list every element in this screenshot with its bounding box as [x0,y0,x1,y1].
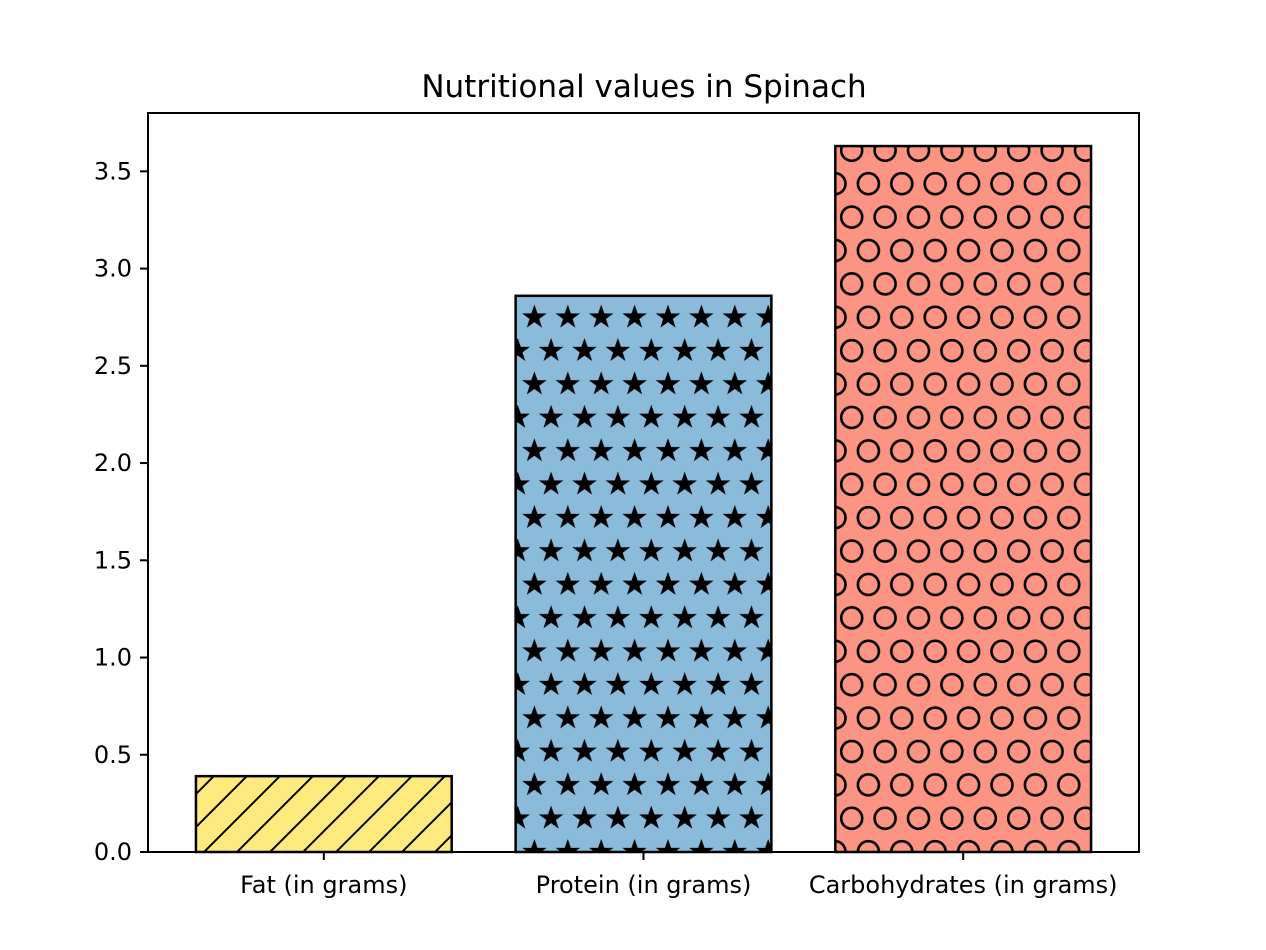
x-tick-label-2: Protein (in grams) [536,871,752,899]
y-tick-label-7: 3.0 [94,255,132,283]
y-tick-label-4: 1.5 [94,546,132,574]
y-tick-label-8: 3.5 [94,157,132,185]
y-tick-label-5: 2.0 [94,449,132,477]
x-tick-label-1: Fat (in grams) [240,871,407,899]
x-tick-label-3: Carbohydrates (in grams) [809,871,1118,899]
y-tick-label-1: 0.0 [94,838,132,866]
bar-hatch-1 [194,774,453,854]
bars-group [194,144,1093,854]
bar-hatch-3 [834,144,1093,854]
bar-hatch-2 [514,294,773,854]
y-axis: 0.0 0.5 1.0 1.5 2.0 2.5 3.0 3.5 [94,157,148,866]
y-tick-label-2: 0.5 [94,741,132,769]
chart-title: Nutritional values in Spinach [421,69,866,105]
y-tick-label-3: 1.0 [94,644,132,672]
x-axis: Fat (in grams) Protein (in grams) Carbohyd… [240,852,1118,899]
plot-frame [147,112,1140,853]
y-tick-label-6: 2.5 [94,352,132,380]
